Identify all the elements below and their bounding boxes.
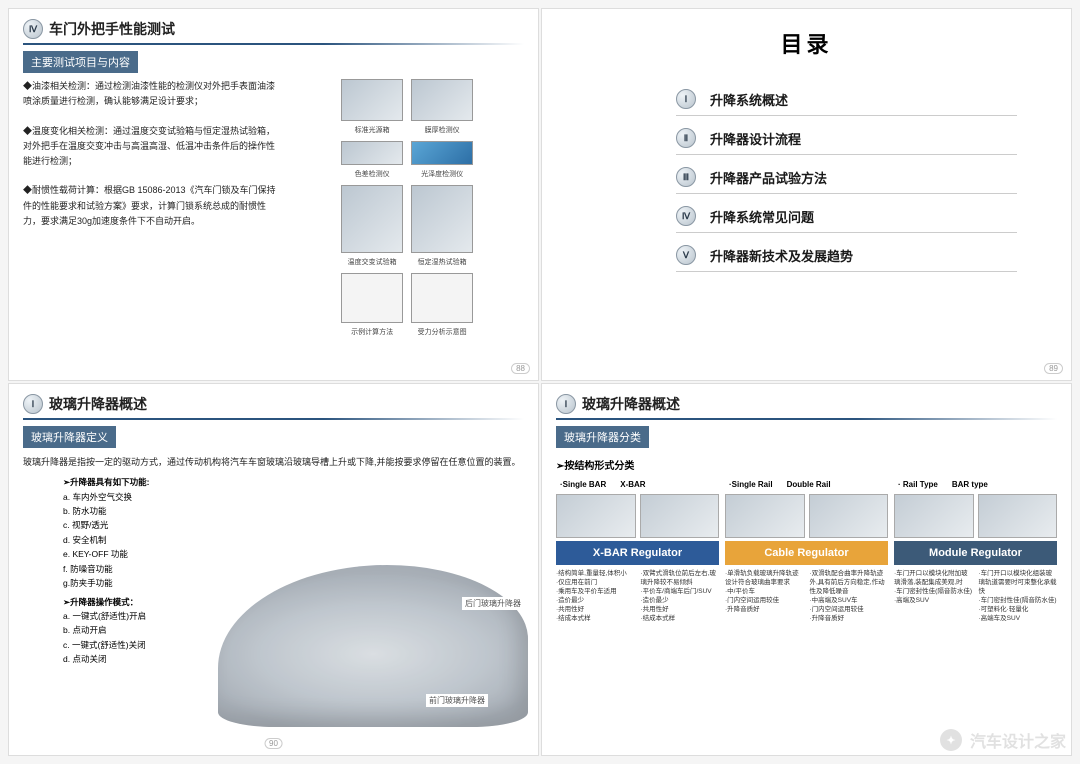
toc-label: 升降系统概述 [710,90,788,109]
feat-item: c. 视野/透光 [63,518,524,532]
toc-badge: Ⅲ [676,167,696,187]
class-hdr: · Rail TypeBAR type [894,478,1057,491]
watermark: ✦ 汽车设计之家 [940,728,1066,752]
class-band: Cable Regulator [725,541,888,565]
toc-label: 升降系统常见问题 [710,207,814,226]
class-col: · Rail TypeBAR type Module Regulator ·车门开口… [894,478,1057,624]
slide-handle-test: Ⅳ 车门外把手性能测试 主要测试项目与内容 ◆油漆相关检测：通过检测油漆性能的检… [8,8,539,381]
toc-row: Ⅰ 升降系统概述 [676,83,1017,116]
slide-classification: Ⅰ 玻璃升降器概述 玻璃升降器分类 ➢按结构形式分类 ·Single BARX-… [541,383,1072,756]
slide3-lead: 玻璃升降器是指按一定的驱动方式，通过传动机构将汽车车窗玻璃沿玻璃导槽上升或下降,… [23,454,524,471]
feat-head1: ➢升降器具有如下功能: [63,475,524,489]
thumb-lightbox [341,79,403,121]
class-hdr: ·Single RailDouble Rail [725,478,888,491]
thumb-color [341,141,403,165]
toc-badge: Ⅰ [676,89,696,109]
slide3-subbar: 玻璃升降器定义 [23,426,116,448]
page-num-88: 88 [511,363,530,374]
feat-item: b. 防水功能 [63,504,524,518]
slide4-subbar: 玻璃升降器分类 [556,426,649,448]
page-num-90: 90 [264,738,283,749]
slide1-subbar: 主要测试项目与内容 [23,51,138,73]
slide1-title: 车门外把手性能测试 [49,19,175,39]
badge-iv: Ⅳ [23,19,43,39]
thumb-thickness [411,79,473,121]
class-img [725,494,805,538]
slide-overview-def: Ⅰ 玻璃升降器概述 玻璃升降器定义 玻璃升降器是指按一定的驱动方式，通过传动机构… [8,383,539,756]
class-desc: ·车门开口以模块化附加玻璃滑落,装配集成美观,时·车门密封性佳(隔音防水佳)·高… [894,569,1057,624]
callout-rear: 后门玻璃升降器 [462,597,524,610]
thumb-temp-chamber [341,185,403,253]
class-img [556,494,636,538]
divider [23,418,524,420]
toc-row: Ⅲ 升降器产品试验方法 [676,161,1017,194]
toc-row: Ⅱ 升降器设计流程 [676,122,1017,155]
thumb-calc [341,273,403,323]
page-num-89: 89 [1044,363,1063,374]
class-col: ·Single BARX-BAR X-BAR Regulator ·结构简单,重量轻… [556,478,719,624]
feat-item: a. 车内外空气交换 [63,490,524,504]
thumb-force [411,273,473,323]
toc-badge: Ⅳ [676,206,696,226]
cap-r1b: 膜厚检测仪 [411,125,473,135]
class-band: X-BAR Regulator [556,541,719,565]
toc-list: Ⅰ 升降系统概述 Ⅱ 升降器设计流程 Ⅲ 升降器产品试验方法 Ⅳ 升降系统常见问题 Ⅴ 升降器新技… [556,83,1057,272]
class-band: Module Regulator [894,541,1057,565]
slide4-title: 玻璃升降器概述 [582,394,680,414]
cap-r2a: 色差检测仪 [341,169,403,179]
class-imgs [556,494,719,538]
classification-row: ·Single BARX-BAR X-BAR Regulator ·结构简单,重量轻… [556,478,1057,624]
class-desc: ·单滑轨负载玻璃升降轨迹设计符合玻璃曲率要求·中/平价车·门内空间运用较佳·升降… [725,569,888,624]
badge-i-a: Ⅰ [23,394,43,414]
toc-row: Ⅴ 升降器新技术及发展趋势 [676,239,1017,272]
cap-r3b: 恒定湿热试验箱 [411,257,473,267]
toc-row: Ⅳ 升降系统常见问题 [676,200,1017,233]
class-img [809,494,889,538]
cap-r4a: 示例计算方法 [341,327,403,337]
thumb-humid-chamber [411,185,473,253]
class-hdr: ·Single BARX-BAR [556,478,719,491]
badge-i-b: Ⅰ [556,394,576,414]
cap-r2b: 光泽度检测仪 [411,169,473,179]
p3: ◆耐惯性载荷计算：根据GB 15086-2013《汽车门锁及车门保持件的性能要求… [23,183,280,229]
toc-title: 目录 [556,27,1057,59]
slide3-title: 玻璃升降器概述 [49,394,147,414]
thumb-gloss [411,141,473,165]
feat-item: d. 安全机制 [63,533,524,547]
cap-r4b: 受力分析示意图 [411,327,473,337]
toc-badge: Ⅱ [676,128,696,148]
wechat-icon: ✦ [940,729,962,751]
callout-front: 前门玻璃升降器 [426,694,488,707]
class-imgs [725,494,888,538]
car-illustration: 后门玻璃升降器 前门玻璃升降器 [218,547,528,727]
toc-badge: Ⅴ [676,245,696,265]
cap-r1a: 标准光源箱 [341,125,403,135]
p1: ◆油漆相关检测：通过检测油漆性能的检测仪对外把手表面油漆喷涂质量进行检测，确认能… [23,79,280,110]
class-img [894,494,974,538]
slide-toc: 目录 Ⅰ 升降系统概述 Ⅱ 升降器设计流程 Ⅲ 升降器产品试验方法 Ⅳ 升降系统常见问题 Ⅴ 升降… [541,8,1072,381]
divider [556,418,1057,420]
watermark-text: 汽车设计之家 [970,728,1066,752]
class-desc: ·结构简单,重量轻,体积小·仅应用在前门·乘用车及平价车适用·造价最少·共用性好… [556,569,719,624]
class-imgs [894,494,1057,538]
class-col: ·Single RailDouble Rail Cable Regulator ·单… [725,478,888,624]
class-img [978,494,1058,538]
toc-label: 升降器设计流程 [710,129,801,148]
toc-label: 升降器产品试验方法 [710,168,827,187]
cap-r3a: 温度交变试验箱 [341,257,403,267]
class-img [640,494,720,538]
p2: ◆温度变化相关检测：通过温度交变试验箱与恒定湿热试验箱，对外把手在温度交变冲击与… [23,124,280,170]
divider [23,43,524,45]
slide4-subhead: ➢按结构形式分类 [556,457,1057,472]
toc-label: 升降器新技术及发展趋势 [710,246,853,265]
